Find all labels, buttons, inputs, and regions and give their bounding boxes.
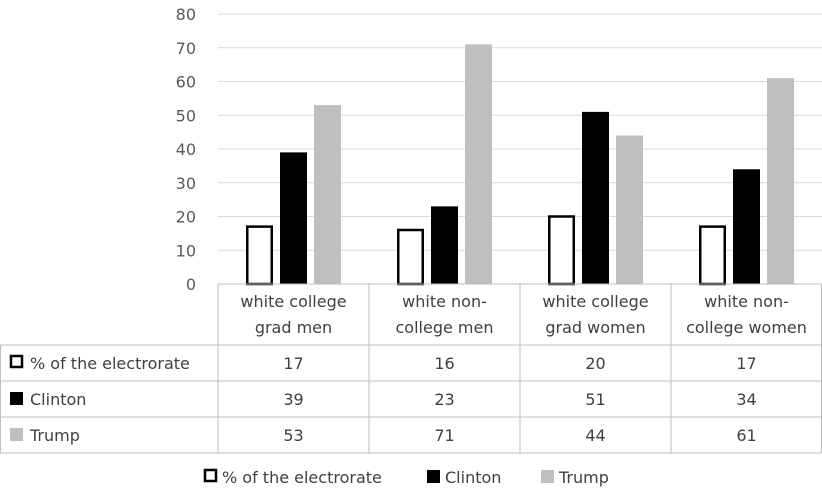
table-cell: 16 bbox=[434, 354, 454, 373]
row-legend-key bbox=[10, 392, 23, 405]
bar bbox=[280, 152, 307, 284]
bar bbox=[548, 215, 575, 286]
y-tick-label: 60 bbox=[176, 73, 196, 92]
legend-label: % of the electrorate bbox=[222, 468, 382, 487]
legend-label: Clinton bbox=[445, 468, 501, 487]
table-cell: 61 bbox=[736, 426, 756, 445]
table-cell: 20 bbox=[585, 354, 605, 373]
table-cell: 51 bbox=[585, 390, 605, 409]
category-label: white non- bbox=[402, 292, 487, 311]
table-cell: 34 bbox=[736, 390, 756, 409]
data-table: white college grad men white non-college m… bbox=[0, 284, 822, 454]
bars bbox=[218, 44, 822, 286]
y-tick-label: 10 bbox=[176, 241, 196, 260]
table-cell: 44 bbox=[585, 426, 605, 445]
table-cell: 17 bbox=[283, 354, 303, 373]
bar bbox=[699, 225, 726, 286]
y-tick-label: 40 bbox=[176, 140, 196, 159]
y-tick-label: 50 bbox=[176, 106, 196, 125]
bar bbox=[582, 111, 609, 284]
category-label: college men bbox=[396, 318, 494, 337]
row-legend-key bbox=[10, 428, 23, 441]
y-axis-ticks: 0 10 20 30 40 50 60 70 80 bbox=[176, 5, 196, 294]
y-tick-label: 80 bbox=[176, 5, 196, 24]
legend-key bbox=[541, 470, 554, 483]
legend-key bbox=[427, 470, 440, 483]
bar bbox=[616, 135, 643, 284]
category-label: grad men bbox=[255, 318, 332, 337]
bar bbox=[314, 105, 341, 284]
table-cell: 23 bbox=[434, 390, 454, 409]
category-label: white college bbox=[542, 292, 648, 311]
bar bbox=[431, 206, 458, 284]
y-tick-label: 0 bbox=[186, 275, 196, 294]
table-cell: 17 bbox=[736, 354, 756, 373]
row-label: Clinton bbox=[30, 390, 86, 409]
table-cell: 53 bbox=[283, 426, 303, 445]
y-tick-label: 20 bbox=[176, 208, 196, 227]
bar bbox=[246, 225, 273, 286]
bar bbox=[733, 169, 760, 284]
bar bbox=[767, 78, 794, 284]
legend-key bbox=[203, 468, 218, 483]
bar bbox=[465, 44, 492, 284]
category-label: white college bbox=[240, 292, 346, 311]
y-tick-label: 30 bbox=[176, 174, 196, 193]
bar bbox=[397, 228, 424, 286]
row-label: % of the electrorate bbox=[30, 354, 190, 373]
y-tick-label: 70 bbox=[176, 39, 196, 58]
category-label: grad women bbox=[545, 318, 645, 337]
category-label: college women bbox=[686, 318, 807, 337]
category-label: white non- bbox=[704, 292, 789, 311]
legend-label: Trump bbox=[558, 468, 609, 487]
row-label: Trump bbox=[29, 426, 80, 445]
row-legend-key bbox=[9, 354, 24, 369]
gridlines bbox=[218, 13, 822, 251]
legend: % of the electrorate Clinton Trump bbox=[203, 468, 609, 487]
table-cell: 71 bbox=[434, 426, 454, 445]
table-cell: 39 bbox=[283, 390, 303, 409]
